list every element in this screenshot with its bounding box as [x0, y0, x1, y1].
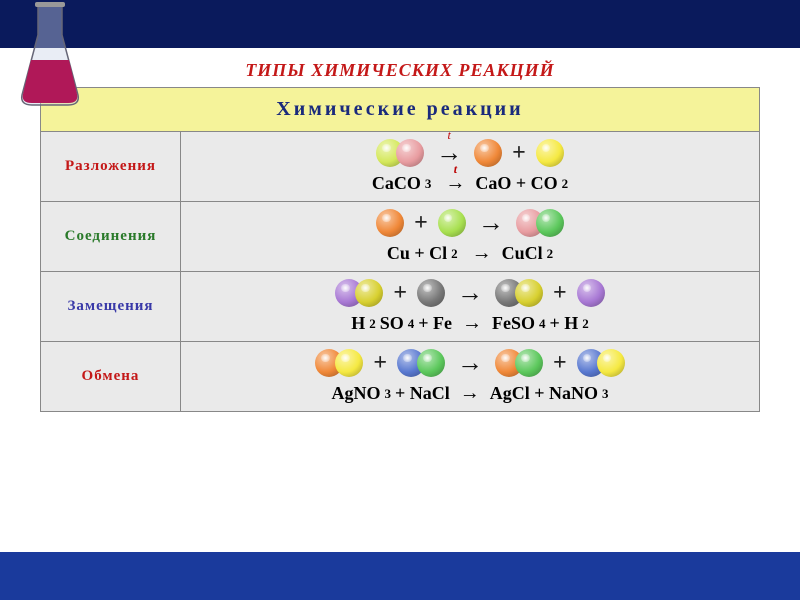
plus-operator: + [414, 210, 428, 237]
arrow-icon: → [472, 242, 492, 265]
atom [438, 209, 466, 237]
formula-text: + Fe [418, 313, 452, 334]
reaction-type-label: Разложения [41, 132, 181, 202]
reaction-equation: CaCO3 → CaO + CO 2 [187, 172, 753, 195]
subscript: 2 [451, 246, 458, 262]
molecule [495, 349, 543, 377]
subscript: 3 [602, 386, 609, 402]
molecule [376, 209, 404, 237]
atom [335, 349, 363, 377]
subscript: 4 [408, 316, 415, 332]
subscript: 4 [539, 316, 546, 332]
subscript: 2 [562, 176, 569, 192]
formula-text: FeSO [492, 313, 535, 334]
formula-text: CuCl [502, 243, 543, 264]
atom [536, 139, 564, 167]
reaction-visual: + → + [187, 278, 753, 308]
arrow-icon: → [462, 312, 482, 335]
reaction-cell: →+CaCO3 → CaO + CO2 [181, 132, 760, 202]
subscript: 2 [582, 316, 589, 332]
table-header: Химические реакции [41, 88, 760, 132]
table-header-row: Химические реакции [41, 88, 760, 132]
molecule [438, 209, 466, 237]
atom [474, 139, 502, 167]
formula-text: CaO + CO [475, 173, 557, 194]
atom [417, 279, 445, 307]
subscript: 2 [369, 316, 376, 332]
plus-operator: + [393, 280, 407, 307]
arrow-icon: → [436, 138, 462, 168]
molecule [474, 139, 502, 167]
subscript: 2 [547, 246, 554, 262]
reaction-equation: H2SO4 + Fe → FeSO4 + H2 [187, 312, 753, 335]
molecule [536, 139, 564, 167]
molecule [516, 209, 564, 237]
reaction-equation: AgNO3 + NaCl → AgCl + NaNO3 [187, 382, 753, 405]
reaction-visual: →+ [187, 138, 753, 168]
formula-text: SO [380, 313, 404, 334]
atom [536, 209, 564, 237]
subscript: 3 [425, 176, 432, 192]
reaction-cell: +→+H2SO4 + Fe → FeSO4 + H2 [181, 272, 760, 342]
reaction-cell: +→+AgNO3 + NaCl → AgCl + NaNO3 [181, 342, 760, 412]
formula-text: AgCl + NaNO [490, 383, 598, 404]
reaction-cell: +→Cu + Cl2 → CuCl2 [181, 202, 760, 272]
atom [417, 349, 445, 377]
arrow-icon: → [460, 382, 480, 405]
formula-text: H [351, 313, 365, 334]
molecule [417, 279, 445, 307]
molecule [577, 279, 605, 307]
subscript: 3 [384, 386, 391, 402]
molecule [397, 349, 445, 377]
molecule [315, 349, 363, 377]
atom [515, 279, 543, 307]
reaction-visual: + → + [187, 348, 753, 378]
plus-operator: + [512, 140, 526, 167]
plus-operator: + [373, 350, 387, 377]
atom [376, 209, 404, 237]
formula-text: + H [550, 313, 579, 334]
reactions-table: Химические реакции Разложения→+CaCO3 → C… [40, 87, 760, 412]
table-row: Замещения+→+H2SO4 + Fe → FeSO4 + H2 [41, 272, 760, 342]
reaction-type-label: Соединения [41, 202, 181, 272]
atom [355, 279, 383, 307]
reaction-type-label: Обмена [41, 342, 181, 412]
table-row: Разложения→+CaCO3 → CaO + CO2 [41, 132, 760, 202]
plus-operator: + [553, 280, 567, 307]
reaction-equation: Cu + Cl2 → CuCl2 [187, 242, 753, 265]
table-row: Соединения+→Cu + Cl2 → CuCl2 [41, 202, 760, 272]
reaction-type-label: Замещения [41, 272, 181, 342]
arrow-icon: → [457, 348, 483, 378]
formula-text: AgNO [331, 383, 380, 404]
formula-text: CaCO [372, 173, 421, 194]
atom [577, 279, 605, 307]
page-title: ТИПЫ ХИМИЧЕСКИХ РЕАКЦИЙ [40, 60, 760, 81]
molecule [335, 279, 383, 307]
atom [597, 349, 625, 377]
formula-text: + NaCl [395, 383, 450, 404]
atom [396, 139, 424, 167]
arrow-icon: → [445, 172, 465, 195]
flask-icon [10, 0, 90, 110]
formula-text: Cu + Cl [387, 243, 447, 264]
arrow-icon: → [457, 278, 483, 308]
table-row: Обмена+→+AgNO3 + NaCl → AgCl + NaNO3 [41, 342, 760, 412]
plus-operator: + [553, 350, 567, 377]
arrow-icon: → [478, 208, 504, 238]
reaction-visual: +→ [187, 208, 753, 238]
molecule [577, 349, 625, 377]
atom [515, 349, 543, 377]
molecule [376, 139, 424, 167]
molecule [495, 279, 543, 307]
